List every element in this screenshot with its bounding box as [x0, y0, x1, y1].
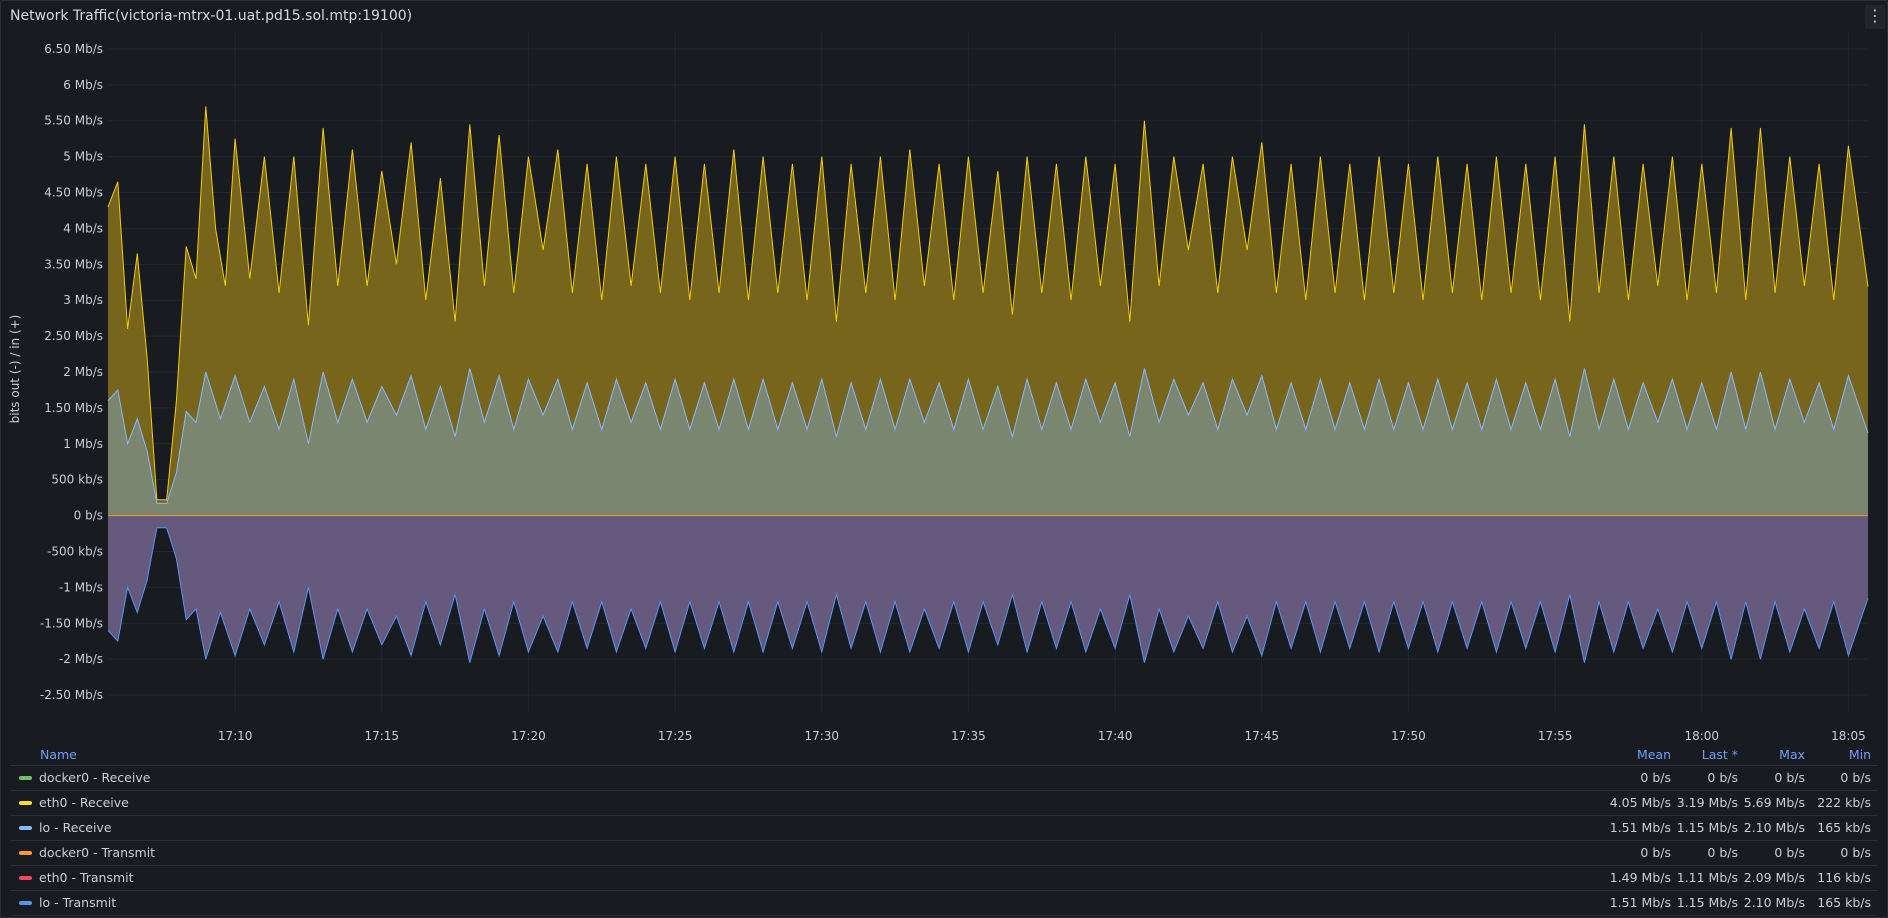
- legend-series-name[interactable]: eth0 - Receive: [39, 795, 129, 810]
- legend-mean: 0 b/s: [1640, 845, 1671, 860]
- legend-row[interactable]: lo - Transmit 1.51 Mb/s 1.15 Mb/s 2.10 Mb/s…: [11, 891, 1877, 916]
- legend-swatch: [19, 776, 32, 780]
- legend-min: 0 b/s: [1840, 845, 1871, 860]
- x-tick-label: 17:30: [804, 729, 839, 743]
- y-tick-label: 1 Mb/s: [63, 437, 103, 451]
- legend-min: 0 b/s: [1840, 770, 1871, 785]
- legend-row[interactable]: docker0 - Receive 0 b/s 0 b/s 0 b/s 0 b/s: [11, 766, 1877, 791]
- y-tick-label: -1 Mb/s: [59, 580, 103, 594]
- y-tick-label: 5 Mb/s: [63, 150, 103, 164]
- y-tick-label: 6 Mb/s: [63, 78, 103, 92]
- legend-min: 222 kb/s: [1817, 795, 1871, 810]
- y-tick-label: -500 kb/s: [47, 544, 103, 558]
- legend-series-name[interactable]: eth0 - Transmit: [39, 870, 134, 885]
- legend-series-name[interactable]: docker0 - Transmit: [39, 845, 156, 860]
- y-tick-label: 2 Mb/s: [63, 365, 103, 379]
- legend-mean: 1.51 Mb/s: [1609, 895, 1671, 910]
- x-tick-label: 17:20: [511, 729, 546, 743]
- legend-last: 1.11 Mb/s: [1676, 870, 1738, 885]
- legend-last: 0 b/s: [1707, 845, 1738, 860]
- legend-min: 165 kb/s: [1817, 895, 1871, 910]
- y-tick-label: 6.50 Mb/s: [44, 42, 103, 56]
- legend-max: 2.10 Mb/s: [1743, 895, 1805, 910]
- x-tick-label: 18:05: [1831, 729, 1866, 743]
- y-tick-label: 4.50 Mb/s: [44, 186, 103, 200]
- x-tick-label: 17:15: [364, 729, 399, 743]
- y-tick-label: 0 b/s: [74, 509, 103, 523]
- legend-min: 165 kb/s: [1817, 820, 1871, 835]
- x-tick-label: 17:50: [1391, 729, 1426, 743]
- y-tick-label: -2.50 Mb/s: [40, 688, 103, 702]
- legend-swatch: [19, 876, 32, 880]
- legend-header-name[interactable]: Name: [40, 747, 77, 762]
- legend-row[interactable]: lo - Receive 1.51 Mb/s 1.15 Mb/s 2.10 Mb/s 1…: [11, 816, 1877, 841]
- legend-mean: 1.49 Mb/s: [1609, 870, 1671, 885]
- series-lo-transmit-area: [108, 515, 1868, 663]
- legend-mean: 1.51 Mb/s: [1609, 820, 1671, 835]
- x-tick-label: 18:00: [1684, 729, 1719, 743]
- y-tick-label: -1.50 Mb/s: [40, 616, 103, 630]
- legend-swatch: [19, 901, 32, 905]
- legend-swatch: [19, 851, 32, 855]
- y-tick-label: 5.50 Mb/s: [44, 114, 103, 128]
- legend-mean: 0 b/s: [1640, 770, 1671, 785]
- series-eth0-receive-line: [107, 106, 1869, 501]
- legend-min: 116 kb/s: [1817, 870, 1871, 885]
- series-lo-receive-area: [108, 368, 1868, 516]
- x-axis: 17:10 17:15 17:20 17:25 17:30 17:35 17:40 17:45…: [218, 729, 1866, 743]
- y-axis: 6.50 Mb/s 6 Mb/s 5.50 Mb/s 5 Mb/s 4.50 Mb/s 4…: [40, 42, 103, 702]
- x-tick-label: 17:10: [218, 729, 253, 743]
- series-lo-receive-line: [107, 368, 1869, 504]
- y-tick-label: 2.50 Mb/s: [44, 329, 103, 343]
- y-tick-label: -2 Mb/s: [59, 652, 103, 666]
- legend-max: 2.09 Mb/s: [1743, 870, 1805, 885]
- y-axis-label: bits out (-) / in (+): [8, 315, 22, 424]
- legend-table: Name Mean Last * Max Min docker0 - Recei…: [11, 743, 1877, 916]
- chart-areas: [107, 106, 1869, 663]
- legend-series-name[interactable]: docker0 - Receive: [39, 770, 151, 785]
- legend-last: 1.15 Mb/s: [1676, 820, 1738, 835]
- series-lo-transmit-line: [107, 527, 1869, 663]
- legend-mean: 4.05 Mb/s: [1609, 795, 1671, 810]
- legend-max: 2.10 Mb/s: [1743, 820, 1805, 835]
- legend-max: 0 b/s: [1774, 770, 1805, 785]
- legend-row[interactable]: eth0 - Transmit 1.49 Mb/s 1.11 Mb/s 2.09 Mb…: [11, 866, 1877, 891]
- legend-swatch: [19, 826, 32, 830]
- legend-last: 3.19 Mb/s: [1676, 795, 1738, 810]
- y-tick-label: 3 Mb/s: [63, 293, 103, 307]
- y-tick-label: 1.50 Mb/s: [44, 401, 103, 415]
- panel-title[interactable]: Network Traffic(victoria-mtrx-01.uat.pd1…: [10, 8, 413, 24]
- x-tick-label: 17:45: [1244, 729, 1279, 743]
- legend-header-mean[interactable]: Mean: [1636, 747, 1671, 762]
- y-tick-label: 500 kb/s: [51, 473, 103, 487]
- x-tick-label: 17:25: [658, 729, 693, 743]
- legend-rows: docker0 - Receive 0 b/s 0 b/s 0 b/s 0 b/s eth…: [11, 766, 1877, 916]
- legend-header: Name Mean Last * Max Min: [11, 743, 1877, 766]
- x-tick-label: 17:35: [951, 729, 986, 743]
- legend-max: 0 b/s: [1774, 845, 1805, 860]
- legend-series-name[interactable]: lo - Transmit: [39, 895, 117, 910]
- legend-max: 5.69 Mb/s: [1743, 795, 1805, 810]
- legend-row[interactable]: docker0 - Transmit 0 b/s 0 b/s 0 b/s 0 b/s: [11, 841, 1877, 866]
- y-tick-label: 4 Mb/s: [63, 221, 103, 235]
- panel-menu-icon[interactable]: ⋮: [1865, 5, 1885, 29]
- legend-header-min[interactable]: Min: [1848, 747, 1871, 762]
- x-tick-label: 17:40: [1098, 729, 1133, 743]
- legend-header-last[interactable]: Last *: [1701, 747, 1738, 762]
- legend-last: 0 b/s: [1707, 770, 1738, 785]
- x-tick-label: 17:55: [1538, 729, 1573, 743]
- traffic-chart[interactable]: 6.50 Mb/s 6 Mb/s 5.50 Mb/s 5 Mb/s 4.50 Mb/s 4…: [1, 1, 1888, 743]
- y-tick-label: 3.50 Mb/s: [44, 257, 103, 271]
- legend-series-name[interactable]: lo - Receive: [39, 820, 112, 835]
- legend-header-max[interactable]: Max: [1779, 747, 1805, 762]
- legend-row[interactable]: eth0 - Receive 4.05 Mb/s 3.19 Mb/s 5.69 Mb/…: [11, 791, 1877, 816]
- legend-last: 1.15 Mb/s: [1676, 895, 1738, 910]
- legend-swatch: [19, 801, 32, 805]
